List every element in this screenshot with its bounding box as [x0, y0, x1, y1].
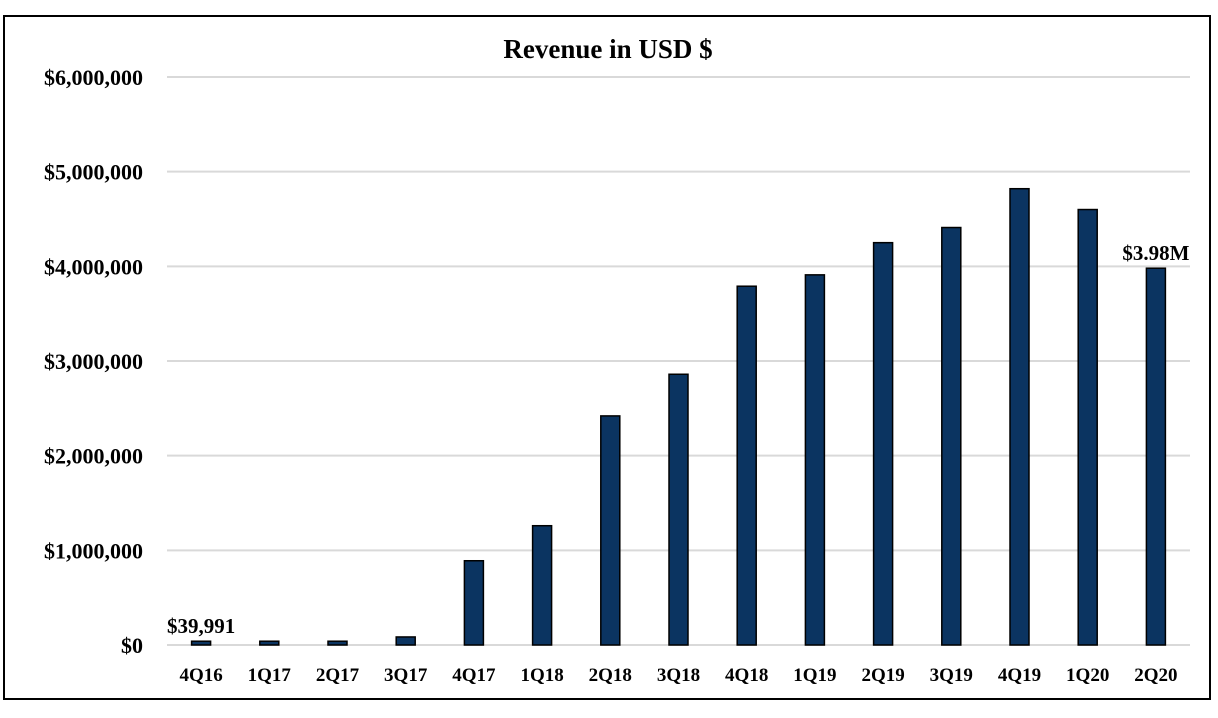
bar-1Q19 — [804, 274, 826, 646]
bar-2Q18 — [600, 415, 621, 646]
bar-1Q17 — [259, 640, 280, 646]
y-tick-label: $3,000,000 — [44, 349, 143, 374]
x-tick-label: 2Q18 — [589, 665, 632, 686]
x-tick-label: 1Q19 — [793, 665, 836, 686]
bar-3Q19 — [941, 226, 962, 646]
x-tick-label: 4Q19 — [998, 665, 1041, 686]
x-tick-label: 4Q16 — [179, 665, 222, 686]
x-tick-label: 4Q17 — [452, 665, 496, 686]
y-tick-label: $0 — [121, 633, 143, 658]
x-tick-label: 3Q17 — [384, 665, 428, 686]
bar-4Q18 — [736, 285, 757, 646]
y-tick-label: $1,000,000 — [44, 538, 143, 563]
x-tick-label: 4Q18 — [725, 665, 768, 686]
x-tick-label: 2Q19 — [861, 665, 904, 686]
chart-title: Revenue in USD $ — [503, 34, 712, 64]
x-tick-label: 1Q20 — [1066, 665, 1109, 686]
x-tick-label: 2Q20 — [1134, 665, 1177, 686]
x-tick-label: 2Q17 — [316, 665, 360, 686]
bar-2Q19 — [872, 241, 894, 646]
y-tick-label: $2,000,000 — [44, 444, 143, 469]
bar-2Q20 — [1145, 267, 1167, 646]
data-label: $3.98M — [1122, 241, 1189, 265]
y-tick-label: $4,000,000 — [44, 254, 143, 279]
bar-2Q17 — [327, 640, 348, 646]
x-tick-label: 3Q18 — [657, 665, 700, 686]
x-tick-label: 3Q19 — [930, 665, 973, 686]
bar-4Q17 — [463, 559, 485, 646]
bar-3Q17 — [395, 636, 416, 646]
bar-1Q18 — [531, 524, 553, 646]
bar-1Q20 — [1077, 208, 1098, 646]
x-tick-label: 1Q17 — [248, 665, 292, 686]
y-tick-label: $6,000,000 — [44, 65, 143, 90]
bar-3Q18 — [668, 373, 689, 646]
y-tick-label: $5,000,000 — [44, 160, 143, 185]
x-tick-label: 1Q18 — [520, 665, 563, 686]
data-label: $39,991 — [167, 614, 235, 638]
bar-4Q16 — [190, 640, 212, 646]
chart-frame — [3, 15, 1211, 700]
bar-4Q19 — [1009, 187, 1030, 646]
